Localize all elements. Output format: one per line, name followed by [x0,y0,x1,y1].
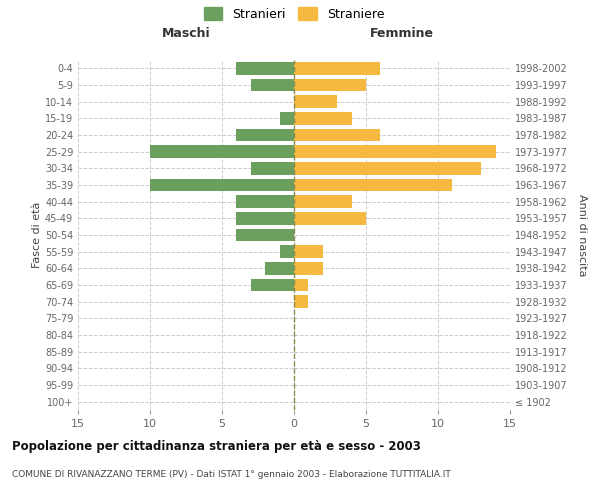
Legend: Stranieri, Straniere: Stranieri, Straniere [200,4,388,24]
Bar [280,112,294,124]
Bar [294,279,308,291]
Bar [294,112,352,124]
Bar [236,196,294,208]
Bar [265,262,294,274]
Text: COMUNE DI RIVANAZZANO TERME (PV) - Dati ISTAT 1° gennaio 2003 - Elaborazione TUT: COMUNE DI RIVANAZZANO TERME (PV) - Dati … [12,470,451,479]
Bar [294,146,496,158]
Bar [251,162,294,174]
Bar [150,179,294,192]
Bar [294,196,352,208]
Bar [294,96,337,108]
Bar [251,79,294,92]
Bar [236,62,294,74]
Bar [294,179,452,192]
Bar [294,212,366,224]
Bar [294,129,380,141]
Bar [294,79,366,92]
Bar [294,246,323,258]
Text: Femmine: Femmine [370,27,434,40]
Text: Popolazione per cittadinanza straniera per età e sesso - 2003: Popolazione per cittadinanza straniera p… [12,440,421,453]
Y-axis label: Anni di nascita: Anni di nascita [577,194,587,276]
Text: Maschi: Maschi [161,27,211,40]
Bar [150,146,294,158]
Bar [236,129,294,141]
Bar [294,262,323,274]
Bar [280,246,294,258]
Bar [294,296,308,308]
Bar [251,279,294,291]
Y-axis label: Fasce di età: Fasce di età [32,202,42,268]
Bar [294,162,481,174]
Bar [236,229,294,241]
Bar [294,62,380,74]
Bar [236,212,294,224]
